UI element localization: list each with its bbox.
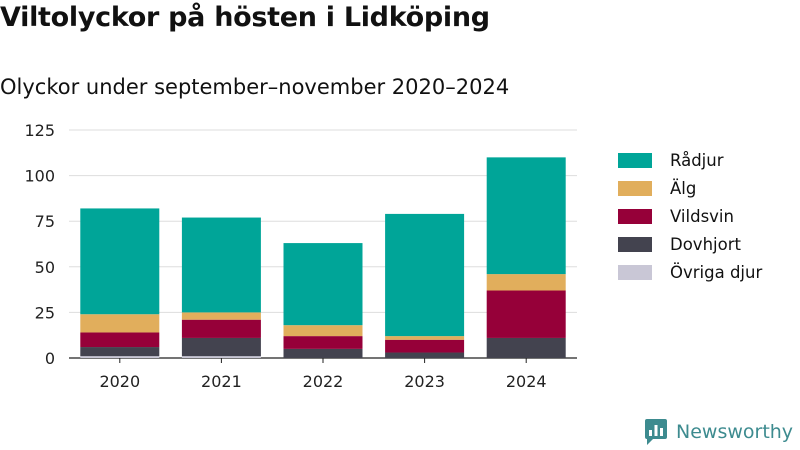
chat-chart-icon: [645, 419, 667, 445]
bar-segment: [385, 336, 465, 340]
bar-segment: [80, 208, 160, 315]
y-tick-label: 100: [24, 167, 55, 186]
bar-segment: [486, 290, 566, 338]
x-tick-label: 2023: [404, 372, 445, 391]
bar-segment: [283, 243, 363, 326]
y-tick-label: 50: [35, 258, 55, 277]
chart-subtitle: Olyckor under september–november 2020–20…: [0, 75, 510, 99]
legend-label: Vildsvin: [670, 206, 734, 226]
y-tick-label: 75: [35, 212, 55, 231]
y-tick-label: 125: [24, 121, 55, 140]
bar-segment: [283, 325, 363, 337]
legend-item: Övriga djur: [618, 258, 762, 286]
newsworthy-logo: Newsworthy: [644, 418, 793, 446]
bar-segment: [181, 312, 261, 320]
legend-swatch: [618, 180, 652, 196]
bar-segment: [80, 347, 160, 357]
legend-label: Rådjur: [670, 150, 724, 170]
bar-segment: [486, 157, 566, 275]
bar-segment: [181, 217, 261, 313]
legend-label: Övriga djur: [670, 262, 763, 282]
bar-segment: [385, 352, 465, 358]
legend-swatch: [618, 152, 652, 168]
bar-segment: [80, 332, 160, 348]
bar-segment: [283, 348, 363, 358]
legend-swatch: [618, 264, 652, 280]
legend-swatch: [618, 208, 652, 224]
legend-item: Älg: [618, 174, 762, 202]
legend: Rådjur Älg Vildsvin Dovhjort Övriga djur: [618, 146, 762, 286]
brand-name: Newsworthy: [676, 421, 794, 443]
legend-item: Dovhjort: [618, 230, 762, 258]
bar-segment: [181, 319, 261, 338]
bar-segment: [80, 314, 160, 333]
x-tick-label: 2024: [506, 372, 547, 391]
legend-swatch: [618, 236, 652, 252]
bar-segment: [283, 336, 363, 349]
bar-segment: [181, 337, 261, 357]
bar-segment: [385, 339, 465, 353]
bar-segment: [486, 274, 566, 291]
bar-segment: [80, 356, 160, 358]
x-tick-label: 2021: [201, 372, 242, 391]
x-tick-label: 2020: [99, 372, 140, 391]
bar-segment: [385, 213, 465, 337]
bar-segment: [181, 356, 261, 358]
x-tick-label: 2022: [303, 372, 344, 391]
stacked-bar-chart: 0 25 50 75 100 125 2020 2021 2022 2023 2024: [24, 121, 577, 391]
legend-label: Dovhjort: [670, 234, 741, 254]
legend-item: Rådjur: [618, 146, 762, 174]
bar-segment: [486, 337, 566, 358]
chart-title: Viltolyckor på hösten i Lidköping: [0, 2, 490, 33]
y-tick-label: 0: [45, 349, 55, 368]
y-tick-label: 25: [35, 303, 55, 322]
legend-item: Vildsvin: [618, 202, 762, 230]
legend-label: Älg: [670, 178, 697, 198]
